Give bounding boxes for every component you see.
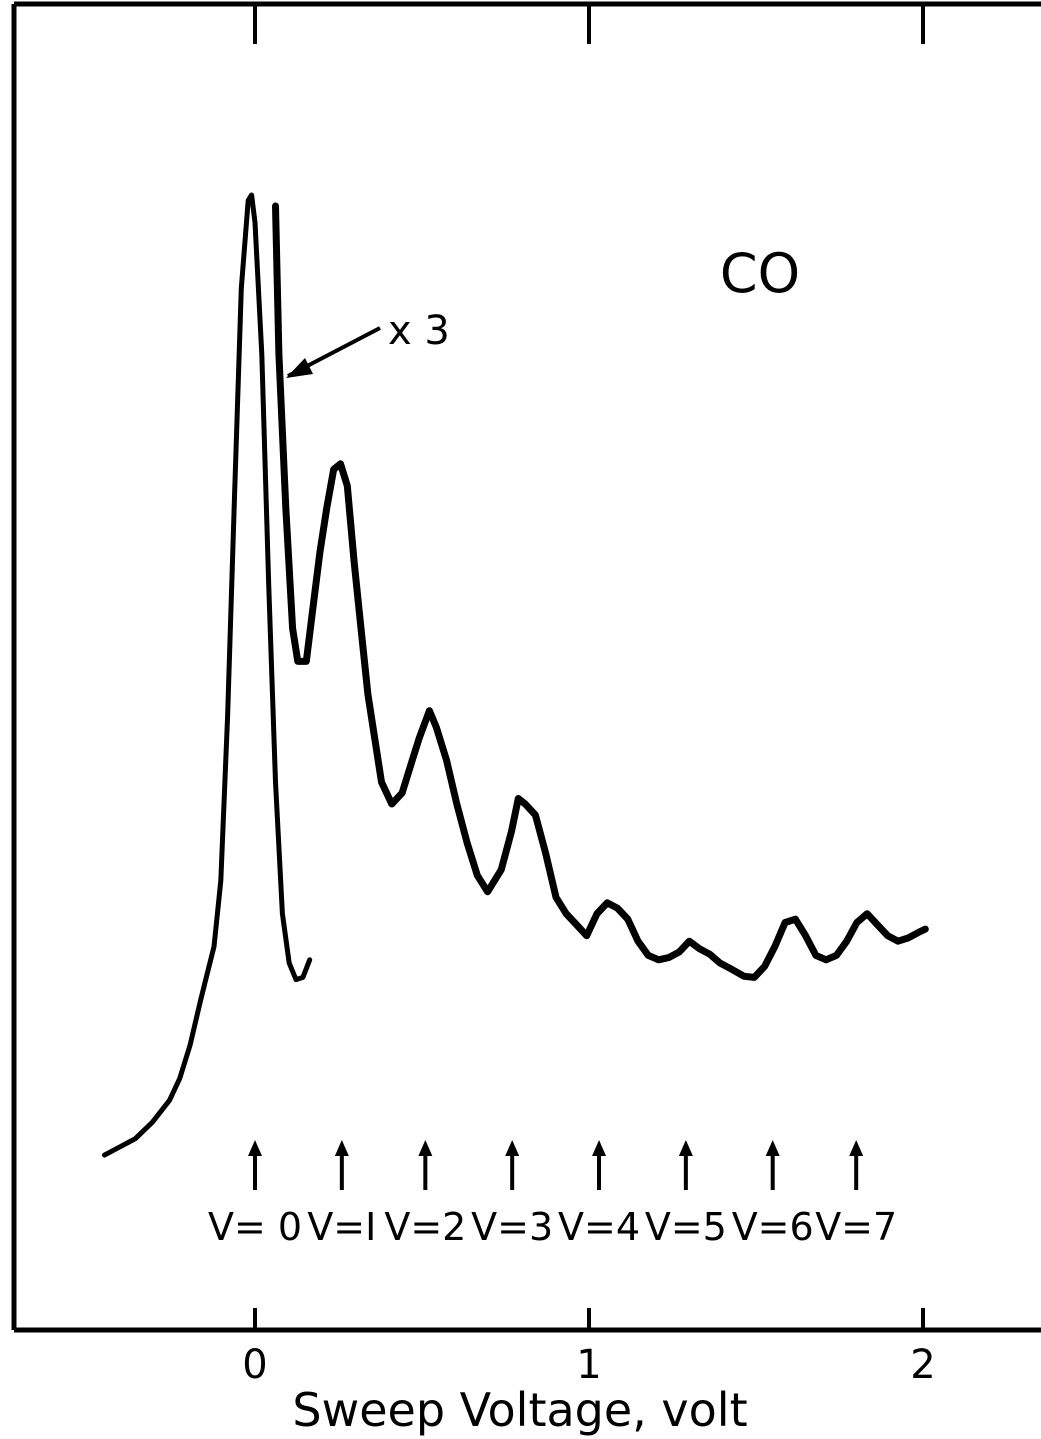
series-layer (102, 192, 929, 1158)
x-axis-title: Sweep Voltage, volt (292, 1383, 747, 1437)
level-label: V=7 (815, 1205, 897, 1249)
x3-annotation-arrowhead (286, 358, 313, 378)
x-tick-labels: 0 1 2 (242, 1342, 935, 1388)
x3-annotation-text: x 3 (388, 308, 450, 354)
x-tick-label: 1 (576, 1342, 601, 1388)
x-ticks (253, 4, 925, 1330)
level-arrow-head (334, 1140, 349, 1156)
x-tick-label: 0 (242, 1342, 267, 1388)
level-arrow-head (505, 1140, 520, 1156)
vibrational-level-labels: V= 0 V=I V=2 V=3 V=4 V=5 V=6 V=7 (208, 1205, 897, 1249)
level-arrow-head (849, 1140, 864, 1156)
level-label: V=2 (384, 1205, 466, 1249)
series-line-x3 (272, 202, 929, 981)
level-arrow-head (248, 1140, 262, 1156)
level-arrow-head (678, 1140, 693, 1156)
level-label: V=4 (558, 1205, 640, 1249)
species-label: CO (720, 242, 800, 305)
series-line-main (102, 192, 313, 1158)
level-label: V=6 (732, 1205, 814, 1249)
level-label: V=3 (471, 1205, 553, 1249)
plot-frame (11, 1, 1041, 1333)
level-arrow-head (765, 1140, 780, 1156)
level-arrow-head (592, 1140, 607, 1156)
vibrational-level-arrows (248, 1140, 864, 1190)
x-tick-label: 2 (910, 1342, 935, 1388)
x3-annotation: x 3 (286, 308, 450, 378)
level-label: V=I (307, 1205, 376, 1249)
level-arrow-head (418, 1140, 433, 1156)
level-label: V=5 (645, 1205, 727, 1249)
level-label: V= 0 (208, 1205, 302, 1249)
